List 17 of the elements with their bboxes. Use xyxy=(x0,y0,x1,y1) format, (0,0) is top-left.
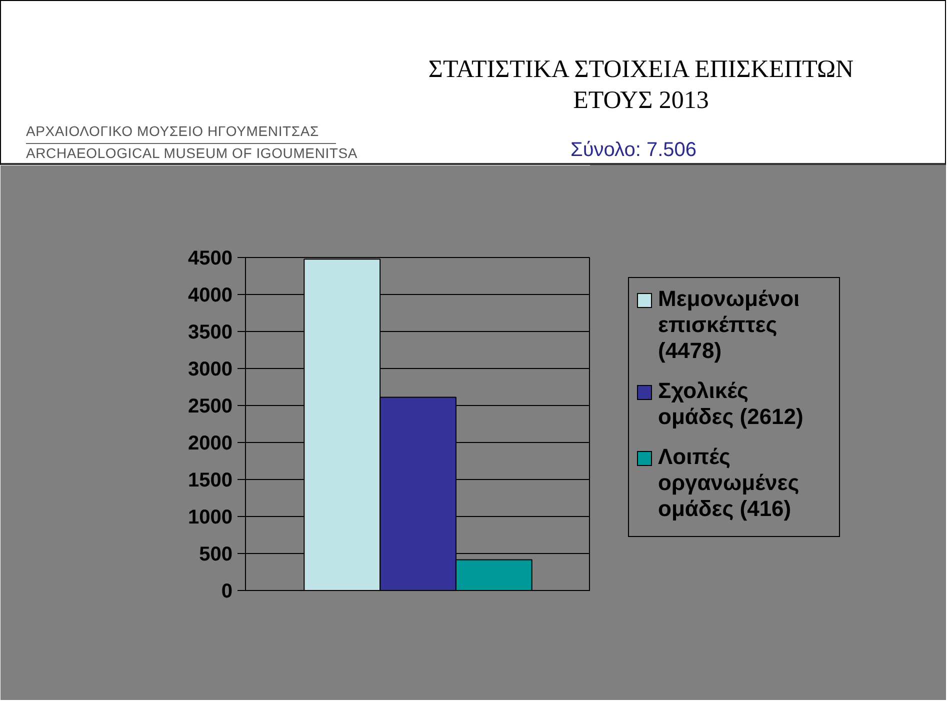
y-tick-label: 3000 xyxy=(188,358,233,380)
text: ARCHAEOLOGICAL MUSEUM OF IGOUMENITSA xyxy=(26,144,358,163)
y-tick-label: 4000 xyxy=(188,284,233,306)
text: ΑΡΧΑΙΟΛΟΓΙΚΟ ΜΟΥΣΕΙΟ ΗΓΟΥΜΕΝΙΤΣΑΣ xyxy=(26,121,336,144)
y-tick-label: 2500 xyxy=(188,396,233,418)
y-tick-label: 1000 xyxy=(188,506,233,528)
legend-label: Μεμονωμένοι επισκέπτες (4478) xyxy=(658,286,801,364)
text: Σύνολο: 7.506 xyxy=(569,138,698,163)
text: ΣΤΑΤΙΣΤΙΚΑ ΣΤΟΙΧΕΙΑ ΕΠΙΣΚΕΠΤΩΝ ΕΤΟΥΣ 2013 xyxy=(427,55,855,116)
legend-label: Σχολικές ομάδες (2612) xyxy=(658,378,804,430)
y-tick-label: 4500 xyxy=(188,248,233,270)
y-tick-label: 500 xyxy=(199,544,233,566)
y-tick-label: 2000 xyxy=(188,432,233,454)
legend-label: Λοιπές οργανωμένες ομάδες (416) xyxy=(658,444,800,522)
y-tick-label: 1500 xyxy=(188,470,233,492)
y-tick-label: 0 xyxy=(221,580,232,602)
y-tick-label: 3500 xyxy=(188,322,233,344)
